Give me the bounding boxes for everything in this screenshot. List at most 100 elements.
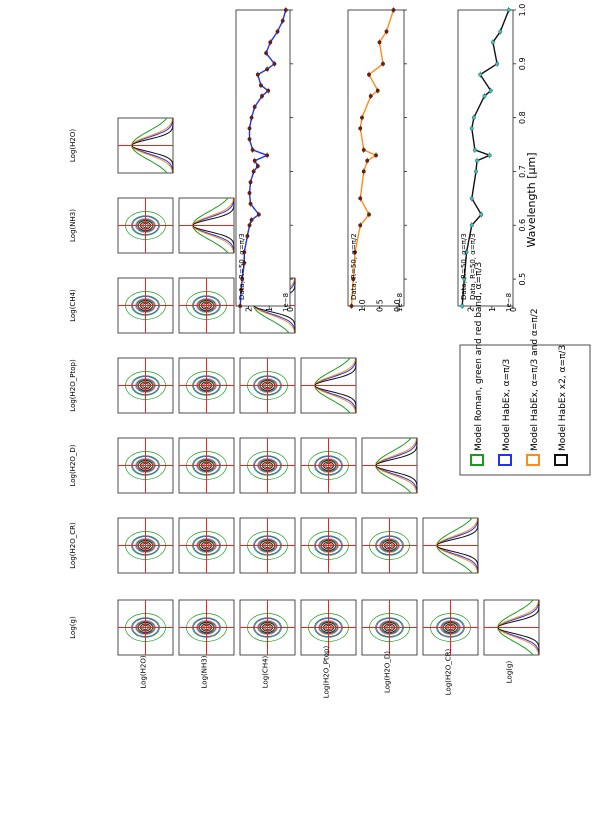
panel-legend-label: Data, R=50, α=π/3 [238,233,246,300]
data-point [361,169,366,174]
ytick-label: 0.5 [376,299,385,312]
corner-contour-panel [239,437,296,494]
data-point [248,180,253,185]
ytick-label: 1.0 [358,299,367,312]
data-point [462,277,467,282]
corner-ylabel: Log(H2O_D) [69,444,77,486]
xtick-label: 0.7 [518,165,527,178]
data-point [464,250,469,255]
data-point [460,304,465,308]
ytick-label: 2 [467,307,476,312]
spectrum-panel: 0.0 0.5 1.0 1e−8 Data, R=50, α=π/2 [347,7,407,312]
multiplier: 1e−8 [396,293,404,312]
corner-ylabel: Log(CH4) [69,289,77,322]
corner-xlabel: Log(CH4) [262,655,270,688]
data-point [272,61,277,66]
corner-contour-panel [117,437,174,494]
corner-xlabel: Log(g) [506,661,514,684]
data-point [256,212,261,217]
corner-contour-panel [300,599,357,656]
corner-contour-panel [239,599,296,656]
spectrum-frame [457,9,514,307]
data-point [280,18,285,23]
corner-xlabel: Log(H2O_Ptop) [323,646,331,699]
data-point [358,223,363,228]
corner-contour-panel [178,599,235,656]
multiplier: 1e−8 [282,293,290,312]
data-point [469,196,474,201]
data-point [374,153,378,158]
data-point [250,147,255,152]
data-point [478,72,483,77]
data-point [384,29,389,34]
data-point [488,88,493,93]
data-point [247,223,252,228]
corner-contour-panel [300,437,357,494]
data-point [258,83,263,88]
data-point [474,169,478,174]
corner-hist-panel [483,599,540,656]
multiplier: 1e−8 [505,293,513,312]
data-point [255,72,260,77]
data-point [479,212,484,217]
corner-contour-panel [178,517,235,574]
ytick-label: 0 [509,307,518,312]
corner-xlabel: Log(H2O_D) [384,651,392,693]
data-point [242,250,247,255]
corner-ylabel: Log(NH3) [69,209,77,242]
data-point [368,94,373,99]
data-point [264,51,269,56]
corner-ylabel: Log(g) [69,616,77,639]
corner-ylabel: Log(H2O_Ptop) [69,359,77,412]
data-point [498,29,503,34]
corner-contour-panel [178,437,235,494]
data-point [268,40,273,45]
data-point [265,153,270,158]
panel-legend-label: Data, R=50, α=π/3 [460,233,468,300]
corner-contour-panel [117,277,174,334]
legend-label: Model HabEx, α=π/3 and α=π/2 [530,308,540,451]
ytick-label: 0.0 [393,299,402,312]
data-point [245,234,250,238]
corner-contour-panel [117,517,174,574]
data-point [367,212,371,217]
xtick-label: 1.0 [518,4,527,17]
data-point [239,287,244,292]
corner-contour-panel [178,357,235,414]
data-point [375,88,380,93]
ytick-label: 1 [488,307,497,312]
data-point [248,201,253,206]
data-point [469,223,474,228]
data-point [490,40,495,45]
corner-contour-panel [361,599,418,656]
data-point [249,217,254,222]
data-point [242,260,247,265]
data-point [506,8,511,12]
panel-legend-label: Data, R=50, α=π/3 [469,233,477,300]
spectra-xlabel: Wavelength [μm] [525,152,538,247]
data-point [472,147,477,152]
corner-hist-panel [117,117,174,174]
data-point [247,126,252,131]
corner-contour-panel [239,357,296,414]
corner-contour-panel [117,197,174,254]
data-point [260,94,264,99]
xtick-label: 0.9 [518,57,527,70]
corner-xlabel: Log(H2O_CR) [445,649,453,696]
legend-label: Model HabEx, α=π/3 [502,359,512,451]
data-point [471,115,476,120]
ytick-label: 2 [244,307,253,312]
data-point [361,147,366,152]
ytick-label: 1 [265,307,274,312]
corner-xlabel: Log(NH3) [201,655,209,688]
data-point [358,126,363,131]
corner-contour-panel [300,517,357,574]
xtick-label: 0.6 [518,219,527,232]
data-point [351,277,356,282]
data-point [255,164,260,169]
legend-label: Model HabEx x2, α=π/3 [558,345,568,451]
data-point [367,72,371,77]
legend-frame [459,344,591,476]
data-point [252,104,257,109]
